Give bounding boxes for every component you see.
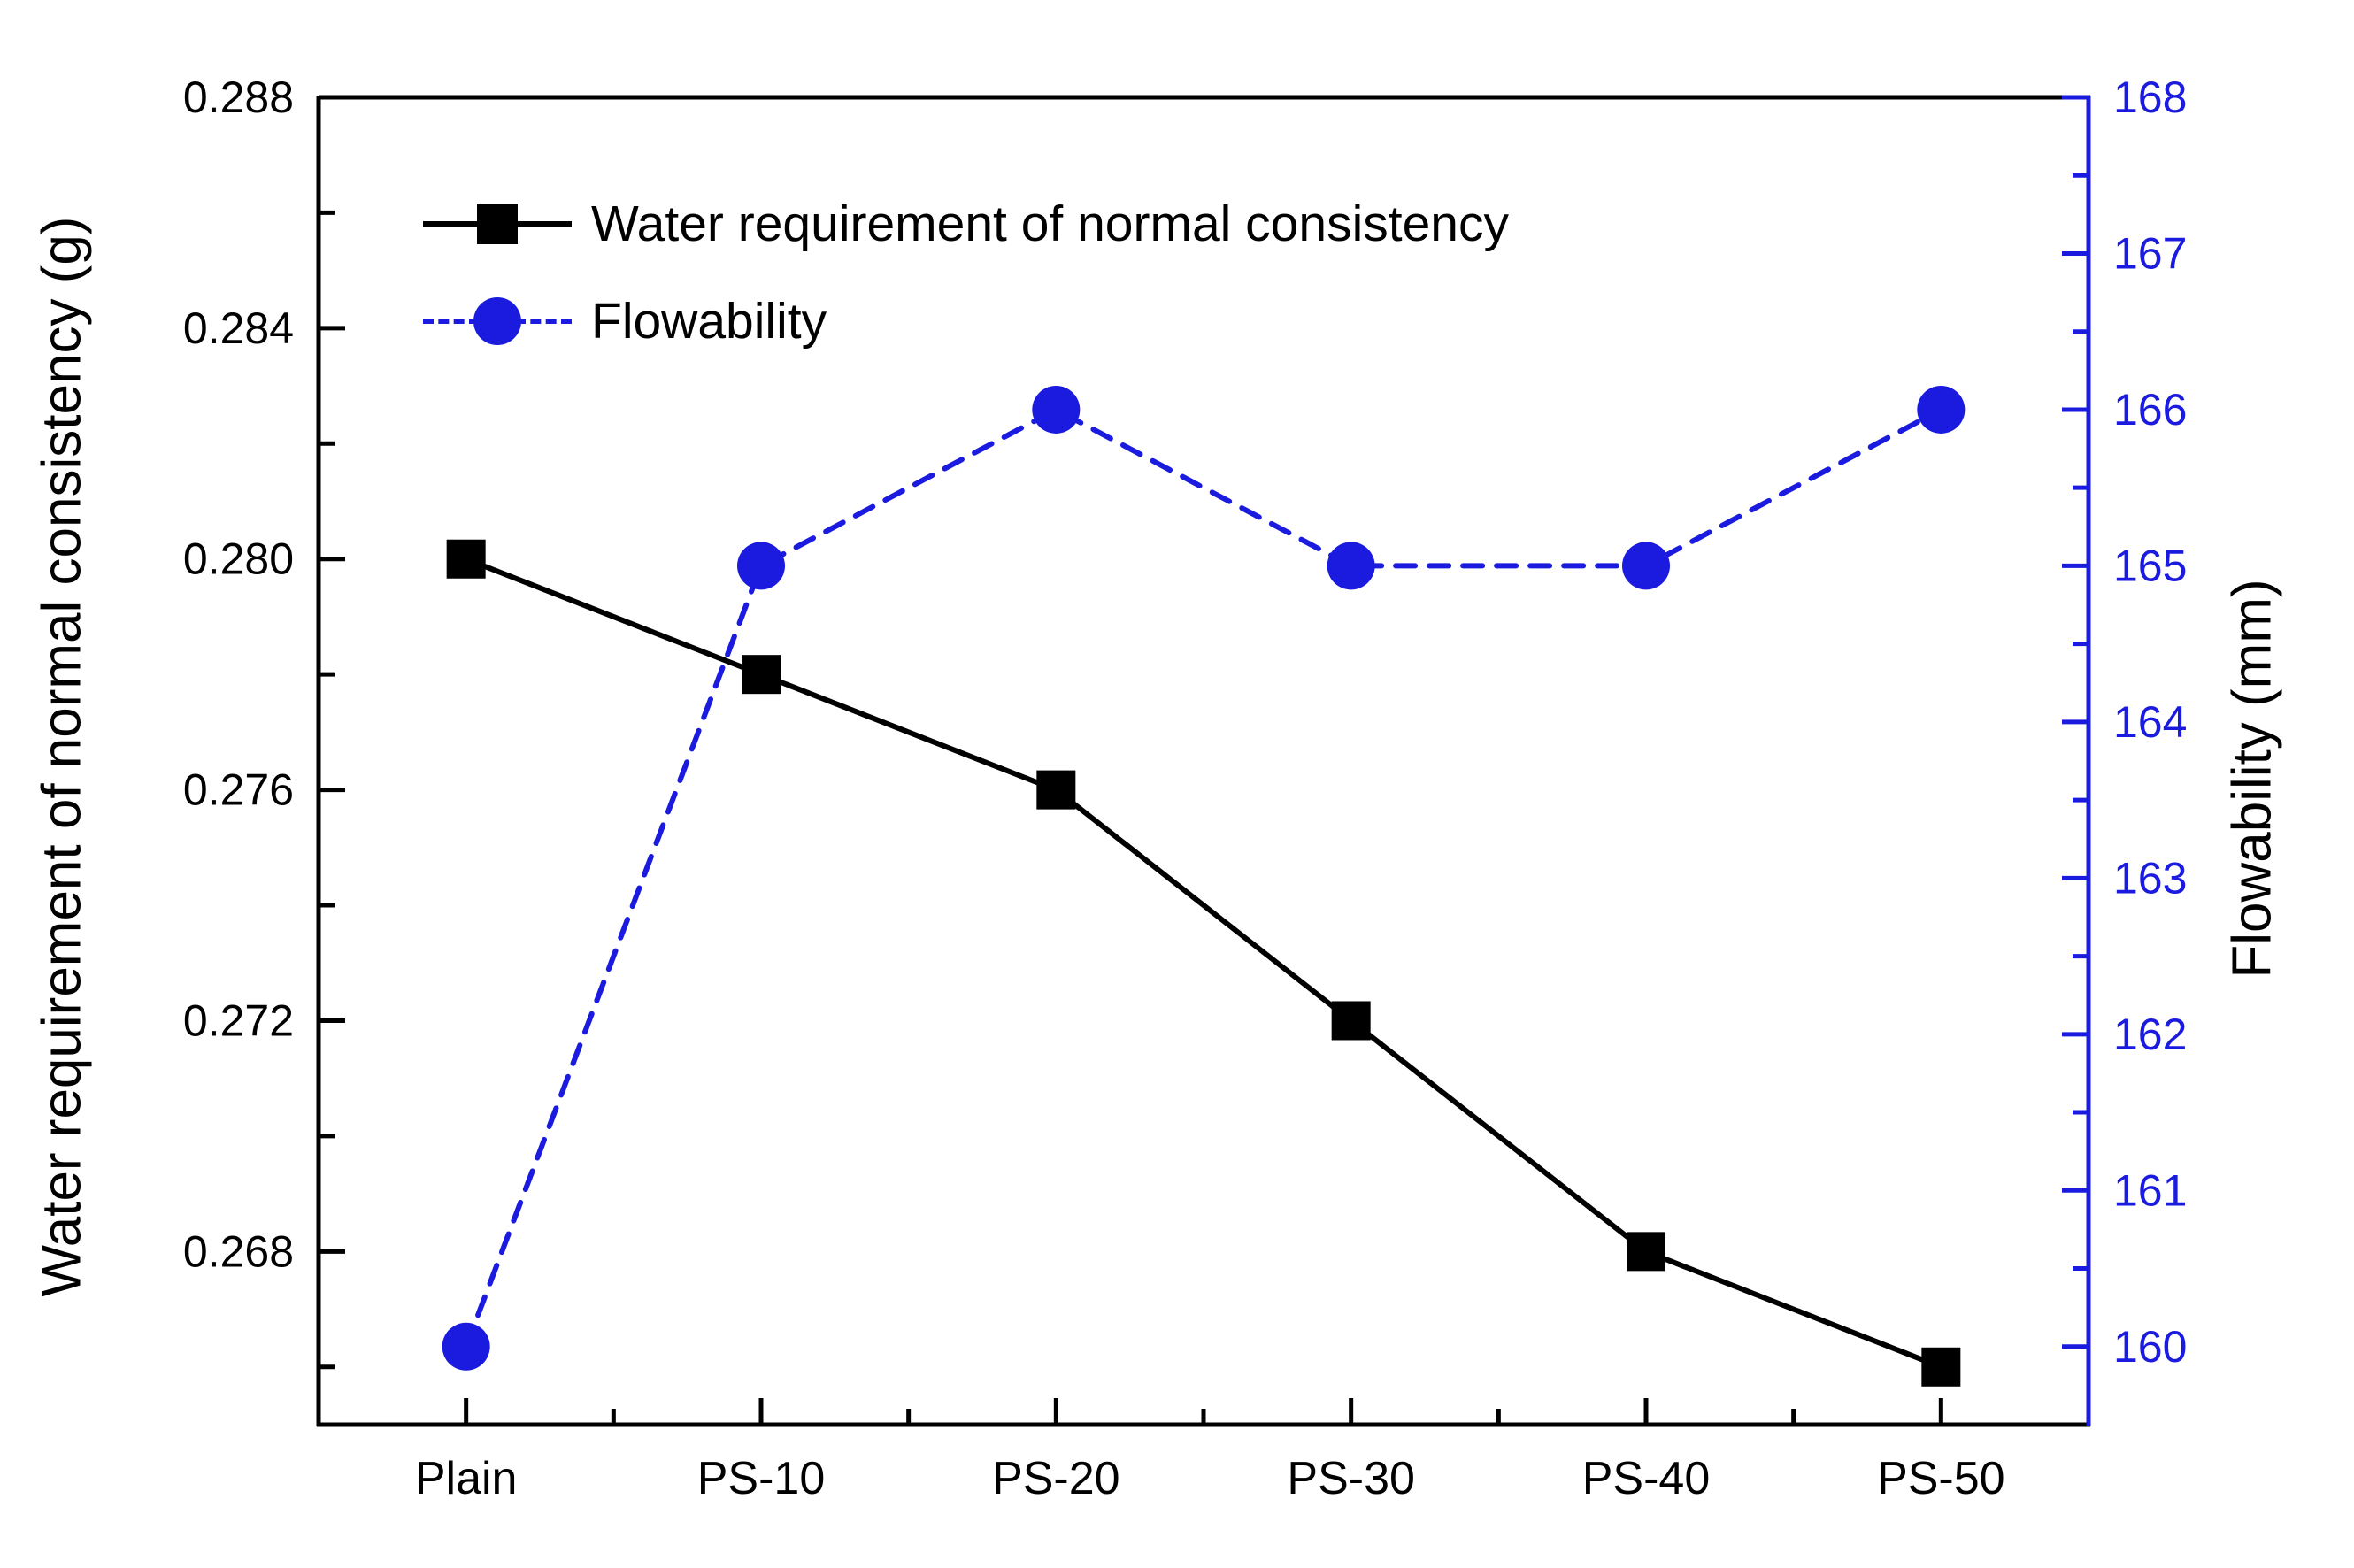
left-axis-title: Water requirement of normal consistency … (31, 216, 93, 1297)
right-tick-label: 164 (2113, 697, 2187, 747)
left-tick-label: 0.268 (183, 1226, 294, 1276)
right-tick-label: 162 (2113, 1010, 2187, 1059)
left-tick-label: 0.276 (183, 765, 294, 815)
x-category-label: PS-30 (1287, 1453, 1415, 1504)
right-tick-label: 161 (2113, 1165, 2187, 1215)
data-point-circle (1917, 385, 1966, 434)
legend-line-solid-icon (423, 181, 572, 266)
data-point-circle (442, 1322, 490, 1371)
left-tick-label: 0.280 (183, 534, 294, 584)
square-marker-icon (477, 204, 518, 244)
x-category-label: Plain (415, 1453, 518, 1504)
data-point-square (1036, 770, 1076, 810)
legend-item-flowability: Flowability (423, 279, 1509, 364)
x-category-label: PS-40 (1582, 1453, 1711, 1504)
x-category-label: PS-50 (1877, 1453, 2005, 1504)
data-point-square (1627, 1232, 1665, 1272)
right-tick-label: 165 (2113, 541, 2187, 590)
left-tick-label: 0.284 (183, 304, 294, 353)
legend-line-dashed-icon (423, 279, 572, 364)
legend: Water requirement of normal consistency … (423, 181, 1509, 364)
right-tick-label: 166 (2113, 385, 2187, 434)
right-tick-label: 168 (2113, 73, 2187, 122)
legend-label-flowability: Flowability (591, 293, 827, 350)
data-point-circle (1032, 385, 1081, 434)
data-point-circle (737, 542, 785, 590)
right-axis-title: Flowability (mm) (2221, 579, 2283, 979)
data-point-circle (1622, 542, 1670, 590)
data-point-square (446, 539, 486, 579)
left-tick-label: 0.288 (183, 73, 294, 122)
left-tick-label: 0.272 (183, 995, 294, 1045)
x-category-label: PS-10 (697, 1453, 826, 1504)
data-point-square (742, 655, 781, 695)
right-tick-label: 163 (2113, 853, 2187, 903)
x-category-label: PS-20 (992, 1453, 1120, 1504)
series-line-dashed (463, 406, 1944, 1349)
data-point-circle (1327, 542, 1375, 590)
right-tick-label: 160 (2113, 1322, 2187, 1372)
right-tick-label: 167 (2113, 228, 2187, 278)
series-line-solid (463, 556, 1944, 1370)
data-point-square (1921, 1347, 1961, 1387)
data-point-square (1331, 1001, 1371, 1041)
legend-label-water-requirement: Water requirement of normal consistency (591, 196, 1509, 252)
circle-marker-icon (473, 297, 521, 345)
legend-item-water-requirement: Water requirement of normal consistency (423, 181, 1509, 266)
